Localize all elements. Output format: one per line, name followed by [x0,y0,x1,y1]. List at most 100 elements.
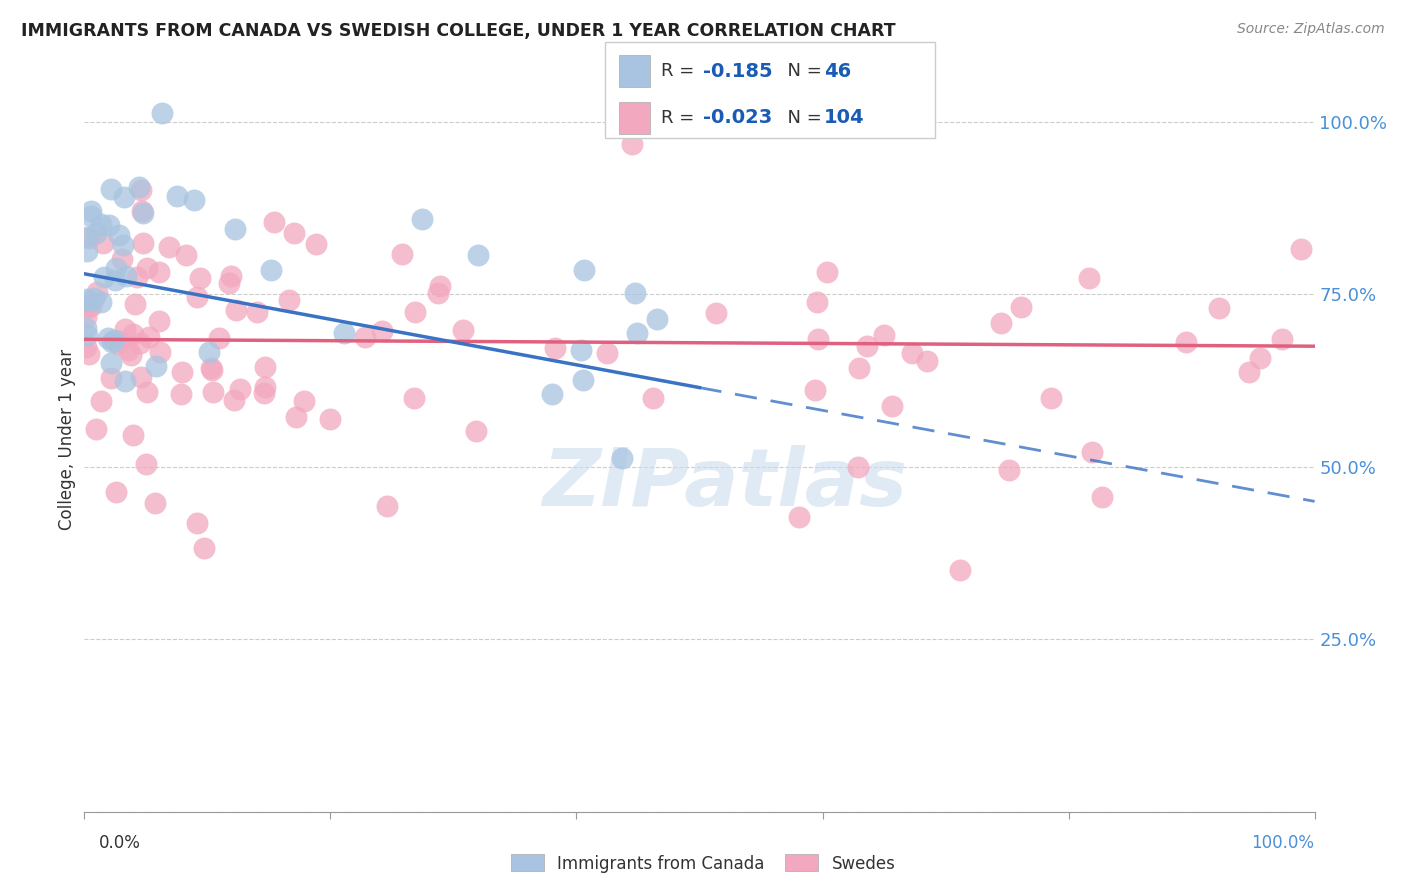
Point [77,294,100,309]
Point [1289,242,1312,256]
Point [120,347,142,361]
Point [572,263,595,277]
Point [115,269,138,284]
Point [86,285,108,299]
Point [229,382,252,396]
Point [90,295,112,310]
Point [138,330,160,344]
Point [93,269,115,284]
Point [84,226,107,240]
Point [404,304,426,318]
Point [186,290,208,304]
Point [404,392,426,406]
Legend: Immigrants from Canada, Swedes: Immigrants from Canada, Swedes [503,847,903,880]
Point [114,374,136,388]
Point [111,237,134,252]
Text: N =: N = [776,62,823,80]
Point [100,356,122,370]
Point [83,291,105,305]
Point [467,248,489,262]
Point [333,326,356,340]
Point [371,324,394,338]
Point [225,303,247,318]
Point [391,247,413,261]
Point [856,339,879,353]
Point [150,106,173,120]
Point [186,516,208,530]
Point [277,293,299,307]
Point [129,183,152,197]
Point [103,333,125,347]
Point [132,236,155,251]
Point [815,265,838,279]
Point [135,384,157,399]
Point [807,332,830,346]
Point [135,457,157,471]
Point [623,286,645,301]
Text: Source: ZipAtlas.com: Source: ZipAtlas.com [1237,22,1385,37]
Point [105,484,128,499]
Text: R =: R = [661,109,700,127]
Point [97,331,120,345]
Point [198,345,221,359]
Point [620,136,643,151]
Point [541,387,564,401]
Point [84,422,107,436]
Point [122,428,145,442]
Point [208,331,231,345]
Text: 104: 104 [824,108,865,128]
Point [787,509,810,524]
Point [803,383,825,397]
Point [100,182,122,196]
Point [148,265,170,279]
Point [1039,391,1062,405]
Point [544,342,567,356]
Point [166,188,188,202]
Point [129,370,152,384]
Point [880,400,903,414]
Point [76,292,98,306]
Point [305,237,328,252]
Point [596,346,619,360]
Point [610,450,633,465]
Point [193,541,215,555]
Text: N =: N = [776,109,823,127]
Point [183,193,205,207]
Point [704,305,727,319]
Point [218,276,240,290]
Point [129,336,152,351]
Point [128,180,150,194]
Point [848,361,870,376]
Point [90,217,112,231]
Point [254,359,277,374]
Point [76,230,98,244]
Point [846,460,869,475]
Point [101,334,124,349]
Point [1091,491,1114,505]
Point [900,345,922,359]
Point [143,496,166,510]
Point [112,190,135,204]
Point [124,297,146,311]
Point [429,279,451,293]
Point [1080,445,1102,459]
Point [176,248,198,262]
Point [202,384,225,399]
Point [200,360,222,375]
Point [75,340,97,354]
Point [572,373,595,387]
Point [353,330,375,344]
Point [108,228,131,243]
Point [201,363,224,377]
Point [1078,271,1101,285]
Point [1208,301,1230,315]
Point [132,205,155,219]
Point [221,268,243,283]
Text: -0.023: -0.023 [703,108,772,128]
Point [873,328,896,343]
Point [172,365,194,379]
Point [127,270,149,285]
Point [411,211,433,226]
Point [1249,351,1271,365]
Point [377,499,399,513]
